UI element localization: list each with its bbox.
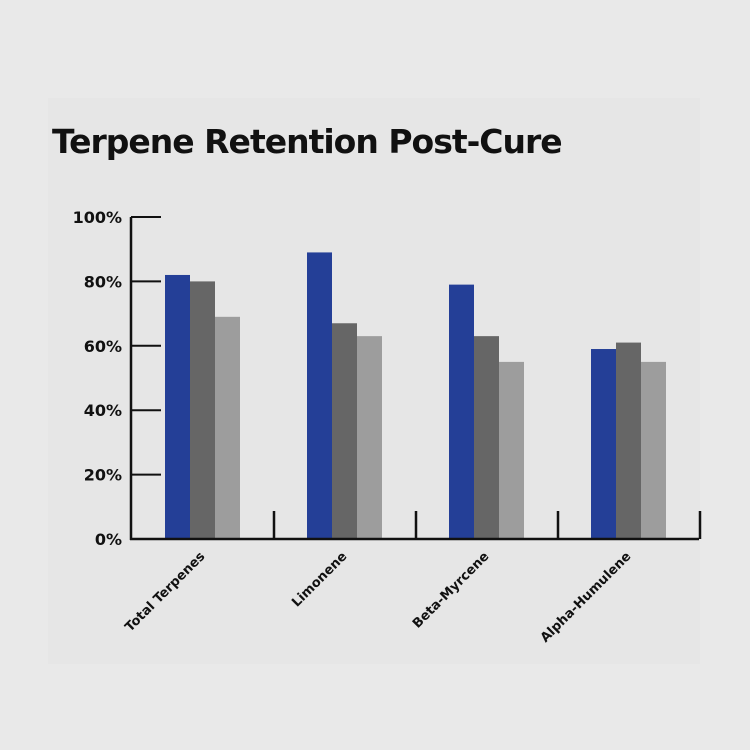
bar bbox=[499, 361, 524, 539]
bar bbox=[449, 284, 474, 539]
y-tick-label: 80% bbox=[84, 272, 122, 291]
bar bbox=[190, 281, 215, 539]
bar bbox=[332, 323, 357, 539]
x-tick-label: Beta-Myrcene bbox=[410, 549, 493, 632]
bar bbox=[474, 336, 499, 539]
x-axis-labels: Total Terpenes Limonene Beta-Myrcene Alpha-… bbox=[123, 549, 635, 646]
x-tick-label: Limonene bbox=[289, 549, 350, 610]
y-tick-label: 60% bbox=[84, 337, 122, 356]
x-tick-label: Total Terpenes bbox=[123, 549, 209, 635]
y-tick-label: 100% bbox=[73, 208, 122, 227]
x-tick-label: Alpha-Humulene bbox=[538, 549, 635, 646]
chart-title: Terpene Retention Post-Cure bbox=[52, 122, 563, 161]
bar bbox=[357, 336, 382, 539]
bars bbox=[165, 252, 666, 540]
y-tick-label: 40% bbox=[84, 401, 122, 420]
bar bbox=[165, 274, 190, 539]
bar bbox=[215, 316, 240, 539]
bar bbox=[616, 342, 641, 539]
y-tick-label: 20% bbox=[84, 466, 122, 485]
bar bbox=[591, 349, 616, 539]
axes bbox=[129, 217, 702, 541]
y-tick-label: 0% bbox=[95, 530, 122, 549]
y-axis-ticks: 0% 20% 40% 60% 80% 100% bbox=[73, 208, 161, 549]
bar bbox=[641, 361, 666, 539]
bar bbox=[307, 252, 332, 540]
